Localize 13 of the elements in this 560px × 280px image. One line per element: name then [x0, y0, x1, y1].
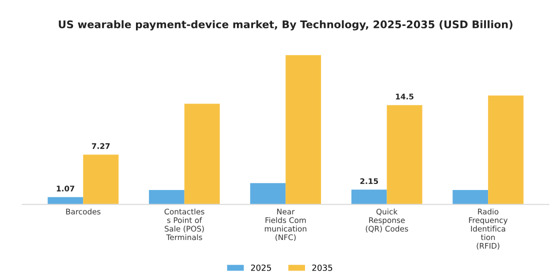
bar — [83, 154, 119, 204]
legend-label: 2025 — [251, 264, 271, 271]
bar — [286, 55, 322, 204]
legend-label: 2035 — [312, 264, 332, 271]
bar — [351, 190, 387, 204]
bar — [148, 190, 184, 204]
bar — [250, 183, 286, 204]
bar — [184, 104, 220, 204]
bar — [452, 190, 488, 204]
bar — [488, 95, 524, 204]
bar — [48, 197, 84, 204]
chart-title: US wearable payment-device market, By Technology, 2025-2035 (USD Billion) — [58, 20, 512, 30]
bar — [386, 105, 422, 204]
